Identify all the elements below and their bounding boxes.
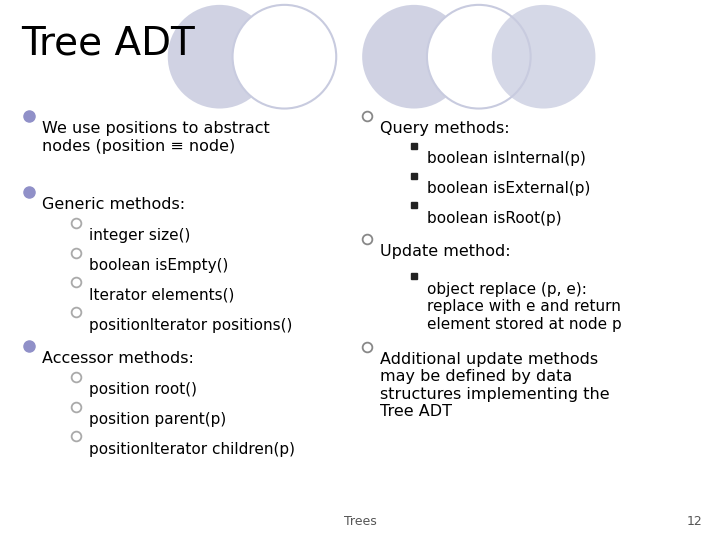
Text: boolean isEmpty(): boolean isEmpty() <box>89 258 228 273</box>
Ellipse shape <box>168 5 271 109</box>
Ellipse shape <box>233 5 336 109</box>
Text: Update method:: Update method: <box>380 244 510 259</box>
Text: positionIterator children(p): positionIterator children(p) <box>89 442 294 457</box>
Text: 12: 12 <box>686 515 702 528</box>
Text: Accessor methods:: Accessor methods: <box>42 351 194 366</box>
Text: boolean isRoot(p): boolean isRoot(p) <box>427 211 562 226</box>
Text: positionIterator positions(): positionIterator positions() <box>89 318 292 333</box>
Text: integer size(): integer size() <box>89 228 190 244</box>
Text: object replace (p, e):
replace with e and return
element stored at node p: object replace (p, e): replace with e an… <box>427 282 621 332</box>
Text: boolean isInternal(p): boolean isInternal(p) <box>427 151 586 166</box>
Text: Trees: Trees <box>343 515 377 528</box>
Text: Query methods:: Query methods: <box>380 122 510 137</box>
Ellipse shape <box>492 5 595 109</box>
Text: Tree ADT: Tree ADT <box>22 24 195 62</box>
Text: We use positions to abstract
nodes (position ≡ node): We use positions to abstract nodes (posi… <box>42 122 269 154</box>
Text: Additional update methods
may be defined by data
structures implementing the
Tre: Additional update methods may be defined… <box>380 352 610 419</box>
Text: boolean isExternal(p): boolean isExternal(p) <box>427 181 590 196</box>
Text: Generic methods:: Generic methods: <box>42 197 185 212</box>
Text: position root(): position root() <box>89 382 197 397</box>
Text: Iterator elements(): Iterator elements() <box>89 288 234 303</box>
Ellipse shape <box>427 5 531 109</box>
Text: position parent(p): position parent(p) <box>89 412 226 427</box>
Ellipse shape <box>362 5 466 109</box>
